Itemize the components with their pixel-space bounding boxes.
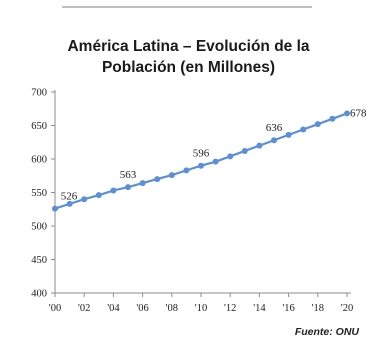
x-tick-label: '20 (341, 303, 353, 314)
data-point (227, 153, 234, 160)
x-tick-label: '04 (107, 303, 120, 314)
data-point (344, 110, 350, 117)
top-rule (62, 6, 312, 8)
x-tick-label: '16 (282, 303, 294, 314)
chart-title-line-1: América Latina – Evolución de la (67, 38, 310, 55)
x-tick-label: '06 (136, 303, 148, 314)
data-point (329, 115, 336, 122)
data-point (125, 184, 131, 191)
data-point (110, 187, 117, 194)
data-point (95, 192, 102, 199)
data-label: 678 (350, 107, 367, 119)
data-point (241, 147, 248, 154)
data-point (314, 121, 321, 128)
x-tick-label: '08 (166, 303, 178, 314)
data-label: 563 (120, 169, 137, 181)
data-point (285, 131, 292, 138)
data-label: 596 (193, 148, 210, 160)
y-tick-label: 500 (31, 222, 47, 233)
data-point (66, 200, 73, 207)
data-point (212, 158, 219, 165)
y-tick-label: 700 (31, 88, 47, 99)
data-point (52, 205, 58, 212)
x-tick-label: '00 (49, 303, 61, 314)
data-point (271, 137, 277, 144)
data-point (300, 126, 307, 133)
data-point (139, 180, 146, 187)
y-tick-label: 650 (31, 121, 47, 132)
x-tick-label: '18 (312, 303, 324, 314)
data-point (183, 167, 190, 174)
data-label: 526 (61, 191, 78, 203)
source-note: Fuente: ONU (294, 326, 359, 338)
chart-title: América Latina – Evolución de la Poblaci… (0, 36, 377, 78)
data-point (81, 196, 88, 203)
x-tick-label: '12 (224, 303, 236, 314)
x-tick-label: '14 (253, 303, 266, 314)
data-point (198, 162, 204, 169)
data-point (154, 176, 161, 183)
data-point (168, 172, 175, 179)
y-tick-label: 400 (31, 289, 47, 300)
chart-title-line-2: Población (en Millones) (101, 59, 276, 76)
y-tick-label: 450 (31, 255, 47, 266)
data-label: 636 (266, 122, 283, 134)
y-tick-label: 550 (31, 188, 47, 199)
x-tick-label: '02 (78, 303, 90, 314)
x-tick-label: '10 (195, 303, 207, 314)
y-tick-label: 600 (31, 155, 47, 166)
data-point (256, 142, 263, 149)
